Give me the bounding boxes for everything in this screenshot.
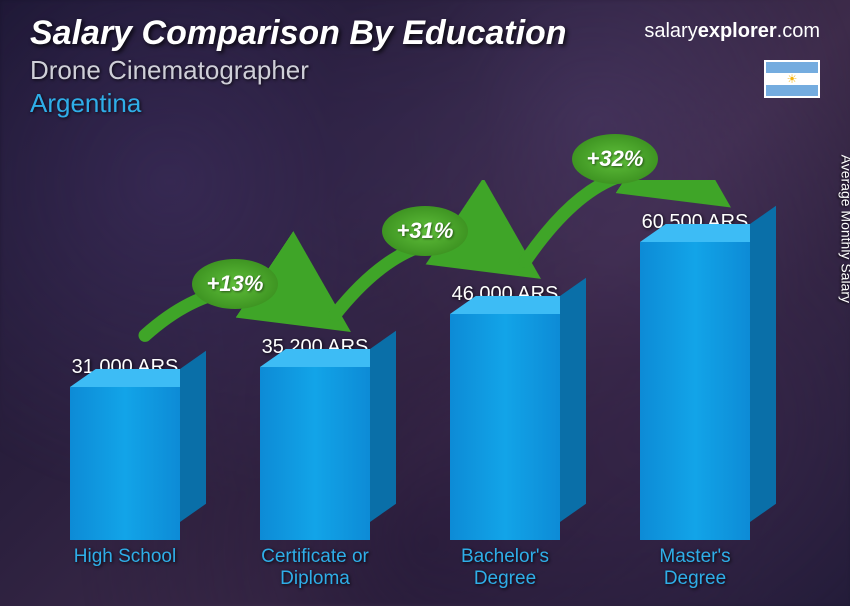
category-label: Certificate orDiploma bbox=[231, 546, 398, 596]
brand-suffix: .com bbox=[777, 20, 820, 42]
bar-front-face bbox=[70, 387, 180, 540]
bar-front-face bbox=[640, 242, 750, 540]
salary-bar-chart: +13%+31%+32% 31,000 ARS 35,200 ARS 46,00… bbox=[30, 146, 790, 596]
percent-increase-badge: +32% bbox=[572, 134, 658, 184]
bar-group: 31,000 ARS bbox=[41, 356, 208, 540]
bar-group: 60,500 ARS bbox=[611, 211, 778, 540]
country-name: Argentina bbox=[30, 88, 820, 119]
job-title: Drone Cinematographer bbox=[30, 55, 820, 86]
bar-side-face bbox=[370, 331, 396, 522]
category-label: Bachelor'sDegree bbox=[421, 546, 588, 596]
category-labels: High School Certificate orDiploma Bachelor… bbox=[30, 546, 790, 596]
bar-3d bbox=[640, 242, 750, 540]
bars-container: 31,000 ARS 35,200 ARS 46,000 ARS 60,500 … bbox=[30, 180, 790, 540]
bar-side-face bbox=[750, 206, 776, 522]
flag-sun-icon: ☀ bbox=[787, 73, 798, 85]
flag-argentina-icon: ☀ bbox=[764, 60, 820, 98]
bar-3d bbox=[260, 367, 370, 540]
bar-side-face bbox=[180, 351, 206, 522]
bar-3d bbox=[70, 387, 180, 540]
brand-logo: salaryexplorer.com bbox=[644, 20, 820, 43]
bar-front-face bbox=[260, 367, 370, 540]
bar-group: 35,200 ARS bbox=[231, 336, 398, 540]
y-axis-label: Average Monthly Salary bbox=[838, 155, 850, 303]
brand-prefix: salary bbox=[644, 20, 697, 42]
bar-front-face bbox=[450, 314, 560, 540]
category-label: Master'sDegree bbox=[611, 546, 778, 596]
bar-group: 46,000 ARS bbox=[421, 283, 588, 540]
category-label: High School bbox=[41, 546, 208, 596]
bar-side-face bbox=[560, 278, 586, 522]
bar-3d bbox=[450, 314, 560, 540]
brand-bold: explorer bbox=[698, 20, 777, 42]
